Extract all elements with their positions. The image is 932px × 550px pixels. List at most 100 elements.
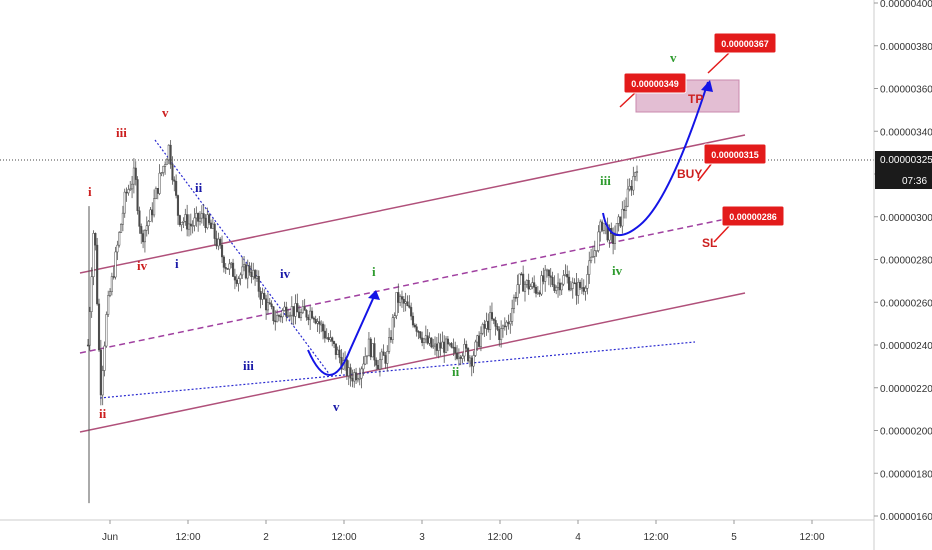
candle-body xyxy=(345,359,348,377)
candle-body xyxy=(388,337,391,352)
candle-body xyxy=(525,280,528,285)
candle-body xyxy=(595,250,598,252)
candle-body xyxy=(140,226,143,234)
candle-body xyxy=(355,372,358,381)
candle-body xyxy=(419,331,422,339)
candle-body xyxy=(303,306,306,311)
candle-body xyxy=(209,222,213,229)
channel-upper-line xyxy=(79,134,746,274)
candle-body xyxy=(266,302,269,311)
price-tick-label: 0.00000280 xyxy=(880,256,932,267)
candle-body xyxy=(334,343,337,355)
wave-label-green-ii: ii xyxy=(452,364,460,379)
candle-body xyxy=(222,256,225,268)
wave-label-red-i: i xyxy=(88,184,92,199)
candle-body xyxy=(307,316,310,321)
candle-body xyxy=(268,302,271,305)
candle-body xyxy=(428,337,431,344)
candle-body xyxy=(312,317,315,320)
candle-body xyxy=(523,284,527,292)
candle-body xyxy=(593,250,596,257)
candle-body xyxy=(277,315,281,317)
candle-body xyxy=(316,321,319,324)
plot-area[interactable]: i ii iii iv v ii i iii iv v i ii iii iv … xyxy=(0,32,874,504)
candle-body xyxy=(375,359,378,366)
candle-body xyxy=(195,212,198,219)
candle-body xyxy=(612,233,615,244)
candle-body xyxy=(211,223,214,229)
candle-body xyxy=(290,306,293,316)
candle-body xyxy=(426,335,429,344)
candle-body xyxy=(632,176,635,191)
price-tick-label: 0.00000240 xyxy=(880,341,932,352)
candle-body xyxy=(444,338,448,353)
candle-body xyxy=(309,310,312,321)
candle-body xyxy=(397,292,400,303)
candle-body xyxy=(197,212,200,222)
time-axis[interactable]: Jun 12:00 2 12:00 3 12:00 4 12:00 5 12:00 xyxy=(0,519,874,543)
candle-body xyxy=(588,260,591,275)
price-axis[interactable]: 0.00000400 0.00000380 0.00000360 0.00000340… xyxy=(873,0,932,550)
candle-body xyxy=(448,343,451,345)
candle-body xyxy=(193,217,196,226)
candle-body xyxy=(239,274,242,279)
candle-body xyxy=(237,278,240,284)
candle-body xyxy=(549,275,552,278)
candle-body xyxy=(250,272,253,278)
candle-body xyxy=(154,188,157,199)
candle-body xyxy=(230,262,233,265)
channel-lower-line xyxy=(79,292,746,433)
candle-body xyxy=(599,221,602,233)
wave-label-blue-i: i xyxy=(175,256,179,271)
candle-body xyxy=(127,189,130,194)
candle-body xyxy=(261,292,264,300)
candle-body xyxy=(360,368,363,379)
candle-body xyxy=(198,217,202,222)
candle-body xyxy=(191,225,194,227)
candle-body xyxy=(105,314,108,347)
candle-body xyxy=(568,276,571,291)
candle-body xyxy=(481,324,484,334)
wave-label-red-iv: iv xyxy=(137,258,148,273)
candle-body xyxy=(136,179,139,212)
time-tick-label: 5 xyxy=(731,532,737,543)
current-price-value: 0.00000325 xyxy=(880,155,932,166)
candle-body xyxy=(164,164,167,167)
candle-body xyxy=(580,287,583,289)
candle-body xyxy=(145,225,148,231)
candle-body xyxy=(509,321,512,325)
candle-body xyxy=(384,355,387,364)
candle-body xyxy=(441,341,444,349)
candle-body xyxy=(430,337,433,348)
candle-body xyxy=(120,223,123,233)
candle-body xyxy=(112,276,115,278)
candle-body xyxy=(132,167,135,185)
candle-body xyxy=(386,351,389,364)
candle-body xyxy=(283,306,286,311)
time-tick-label: Jun xyxy=(102,532,118,543)
candle-body xyxy=(274,320,277,323)
candle-body xyxy=(364,356,367,365)
candle-body xyxy=(305,310,308,318)
candle-body xyxy=(246,265,249,279)
candle-body xyxy=(617,216,620,224)
candle-body xyxy=(452,346,455,349)
candle-body xyxy=(257,276,260,292)
price-tick-label: 0.00000180 xyxy=(880,469,932,480)
candle-body xyxy=(101,370,104,396)
candle-body xyxy=(332,341,336,344)
candle-body xyxy=(520,273,523,276)
candle-body xyxy=(624,205,628,211)
candle-body xyxy=(187,223,191,230)
wave-label-red-ii: ii xyxy=(99,406,107,421)
candle-body xyxy=(575,282,578,296)
wave-label-blue-iv: iv xyxy=(280,266,291,281)
candle-body xyxy=(367,338,370,357)
candle-body xyxy=(329,337,332,340)
candle-body xyxy=(296,303,299,313)
candle-body xyxy=(243,264,246,268)
candle-body xyxy=(213,223,216,239)
candle-body xyxy=(393,315,396,318)
candle-body xyxy=(461,355,464,359)
candle-body xyxy=(206,214,209,229)
